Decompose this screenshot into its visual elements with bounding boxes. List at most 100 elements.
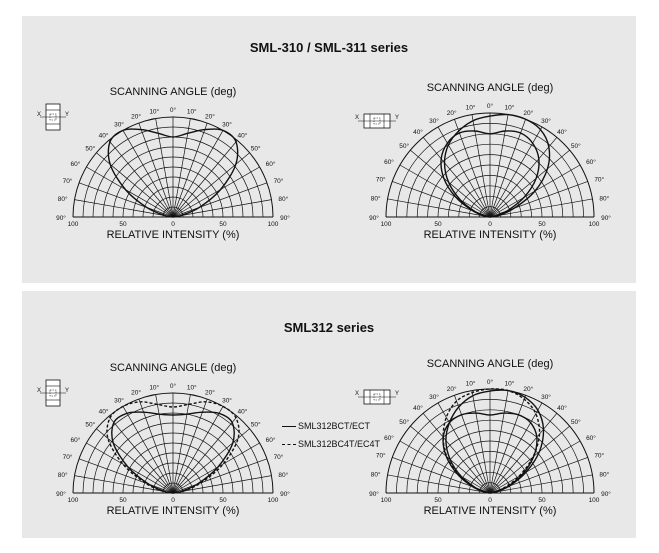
radial-tick-label: 50 [434,221,442,228]
legend-label: SML312BC4T/EC4T [298,439,381,449]
scanning-angle-label: SCANNING ANGLE (deg) [110,362,237,374]
angle-tick-label: 80° [599,195,609,203]
grid-spoke [437,402,491,494]
axis-y-label: Y [65,112,69,118]
radial-tick-label: 100 [381,497,392,504]
angle-tick-label: 60° [384,434,394,442]
relative-intensity-label: RELATIVE INTENSITY (%) [424,229,557,241]
angle-tick-label: 40° [413,404,423,412]
grid-spoke [489,198,593,218]
angle-tick-label: 90° [601,214,611,222]
angle-tick-label: 30° [429,117,439,125]
angle-tick-label: 20° [447,109,457,117]
axis-x-label: X [37,112,41,118]
angle-tick-label: 90° [369,490,379,498]
grid-spoke [108,416,174,494]
grid-spoke [489,390,509,494]
grid-spoke [86,166,174,218]
grid-spoke [489,395,526,494]
grid-spoke [489,413,558,494]
axis-y-label: Y [395,391,399,397]
grid-spoke [172,475,272,494]
angle-tick-label: 30° [222,396,232,404]
scanning-angle-label: SCANNING ANGLE (deg) [110,86,237,98]
radial-tick-label: 100 [589,221,600,228]
grid-spoke [172,416,238,494]
radial-tick-label: 100 [268,497,279,504]
angle-tick-label: 30° [222,120,232,128]
polar-grid [385,388,595,494]
panel-sml310-311: SML-310 / SML-311 series [22,16,636,283]
angle-tick-label: 70° [274,453,284,461]
angle-tick-label: 60° [266,436,276,444]
legend-item-solid: SML312BCT/ECT [282,420,380,432]
angle-tick-label: 80° [278,471,288,479]
axis-x-label: X [355,391,359,397]
radial-tick-label: 50 [119,497,127,504]
angle-tick-label: 10° [505,104,515,112]
grid-spoke [454,119,491,218]
angle-tick-label: 50° [399,418,409,426]
grid-spoke [471,390,491,494]
intensity-curve-1 [443,113,551,218]
radial-tick-label: 100 [68,221,79,228]
dashed-line-icon [282,443,296,445]
grid-spoke [489,440,581,494]
radial-tick-label: 50 [434,497,442,504]
grid-spoke [489,137,558,218]
polar-chart-sml310-y: 0° 10° 10° 20° 20° 30° 30° 40° 40° 50° 50° 60° 60° 70… [355,82,611,241]
grid-spoke [172,130,224,218]
grid-spoke [172,152,250,218]
intensity-curve-1 [445,389,545,494]
polar-chart-sml310-x: 0° 10° 10° 20° 20° 30° 30° 40° 40° 50° 50° 60° 60° 70… [37,86,290,241]
grid-spoke [138,122,174,218]
grid-spoke [172,428,250,494]
angle-tick-label: 10° [187,108,197,116]
intensity-curve-1 [107,128,239,218]
angle-tick-label: 10° [505,380,515,388]
angle-tick-label: 60° [71,436,81,444]
polar-grid [72,392,274,494]
angle-tick-label: 40° [557,128,567,136]
angle-tick-label: 80° [58,195,68,203]
angle-tick-label: 50° [85,145,95,153]
grid-spoke [155,118,174,218]
grid-spoke [410,149,491,218]
angle-tick-label: 40° [237,131,247,139]
grid-spoke [387,474,491,494]
radial-tick-label: 100 [68,497,79,504]
angle-tick-label: 10° [149,384,159,392]
radial-tick-label: 50 [219,221,227,228]
grid-spoke [422,137,491,218]
grid-spoke [489,119,526,218]
axis-x-label: X [355,115,359,121]
grid-spoke [155,394,174,494]
angle-tick-label: 60° [384,158,394,166]
angle-tick-label: 90° [56,214,66,222]
angle-tick-label: 20° [523,109,533,117]
angle-tick-label: 60° [266,160,276,168]
grid-spoke [74,475,174,494]
radial-tick-label: 100 [268,221,279,228]
angle-tick-label: 60° [586,434,596,442]
grid-spoke [78,458,174,494]
angle-tick-label: 70° [594,176,604,184]
angle-tick-label: 10° [149,108,159,116]
grid-spoke [96,428,174,494]
intensity-curve-2 [440,130,540,218]
angle-tick-label: 90° [369,214,379,222]
grid-spoke [489,474,593,494]
grid-spoke [172,394,191,494]
grid-spoke [489,425,570,494]
angle-tick-label: 80° [371,471,381,479]
angle-tick-label: 20° [205,113,215,121]
angle-tick-label: 90° [601,490,611,498]
intensity-curve-1 [111,411,235,494]
grid-spoke [108,140,174,218]
grid-spoke [172,122,208,218]
grid-spoke [122,406,174,494]
angle-tick-label: 30° [541,393,551,401]
angle-tick-label: 10° [187,384,197,392]
angle-tick-label: 70° [376,452,386,460]
